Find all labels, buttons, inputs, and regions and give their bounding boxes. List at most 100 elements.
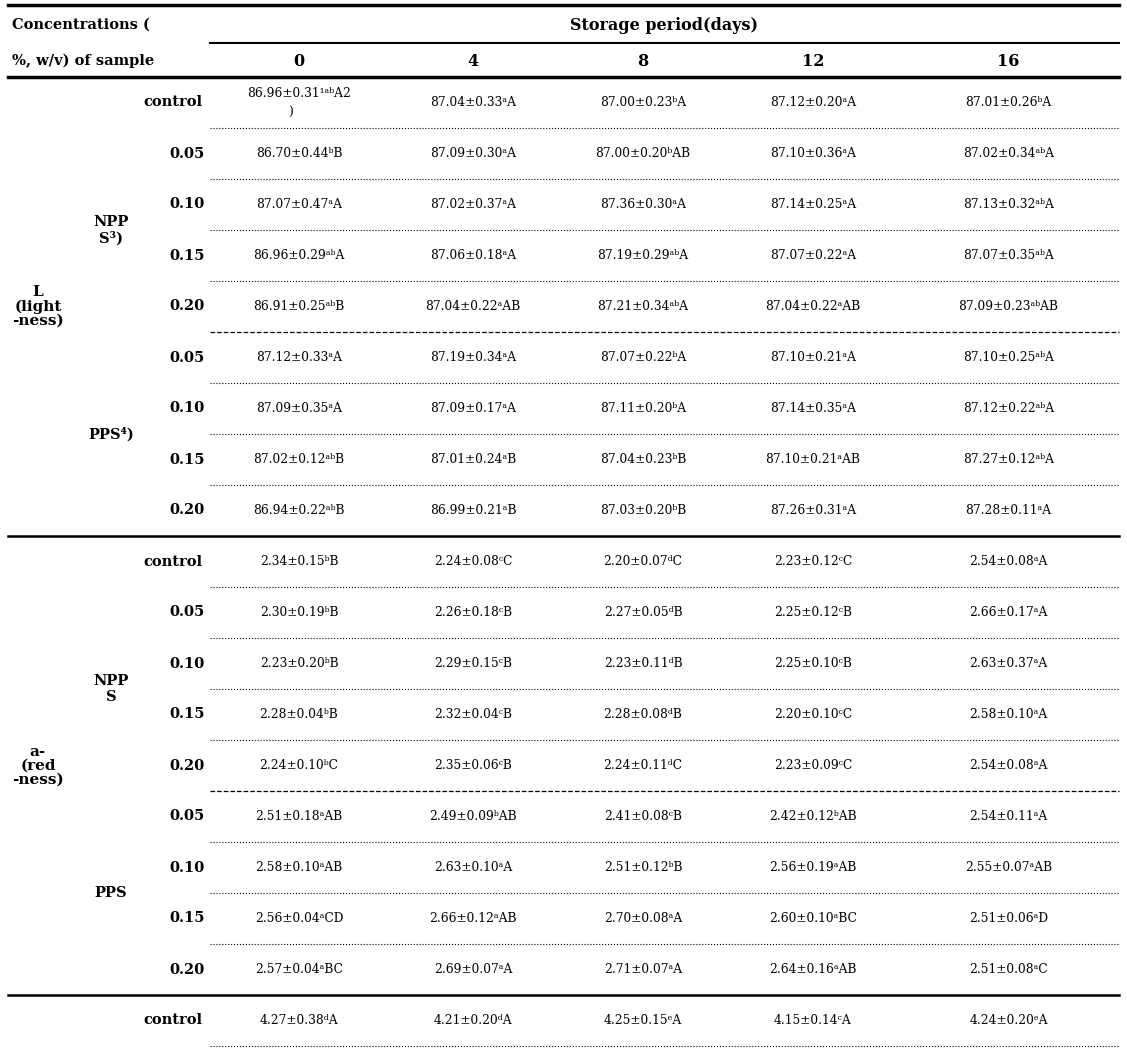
Text: ): ) bbox=[289, 106, 293, 119]
Text: 87.04±0.33ᵃA: 87.04±0.33ᵃA bbox=[431, 97, 516, 109]
Text: 86.94±0.22ᵃᵇB: 86.94±0.22ᵃᵇB bbox=[254, 504, 345, 517]
Text: 2.24±0.11ᵈC: 2.24±0.11ᵈC bbox=[603, 759, 683, 772]
Text: PPS⁴): PPS⁴) bbox=[88, 427, 134, 442]
Text: 2.56±0.19ᵃAB: 2.56±0.19ᵃAB bbox=[770, 861, 857, 874]
Text: 2.28±0.08ᵈB: 2.28±0.08ᵈB bbox=[604, 708, 683, 721]
Text: 0.15: 0.15 bbox=[169, 452, 205, 467]
Text: 4.21±0.20ᵈA: 4.21±0.20ᵈA bbox=[434, 1014, 513, 1027]
Text: 0.05: 0.05 bbox=[170, 350, 205, 364]
Text: 87.01±0.24ᵃB: 87.01±0.24ᵃB bbox=[429, 453, 516, 466]
Text: 87.09±0.23ᵃᵇAB: 87.09±0.23ᵃᵇAB bbox=[958, 300, 1058, 313]
Text: 87.10±0.36ᵃA: 87.10±0.36ᵃA bbox=[770, 147, 857, 160]
Text: 2.63±0.37ᵃA: 2.63±0.37ᵃA bbox=[969, 657, 1048, 670]
Text: 87.07±0.22ᵇA: 87.07±0.22ᵇA bbox=[600, 351, 686, 364]
Text: (light: (light bbox=[15, 299, 62, 314]
Text: 2.42±0.12ᵇAB: 2.42±0.12ᵇAB bbox=[770, 810, 857, 823]
Text: 2.20±0.10ᶜC: 2.20±0.10ᶜC bbox=[774, 708, 852, 721]
Text: 87.10±0.21ᵃAB: 87.10±0.21ᵃAB bbox=[765, 453, 861, 466]
Text: (red: (red bbox=[20, 758, 55, 772]
Text: 87.02±0.12ᵃᵇB: 87.02±0.12ᵃᵇB bbox=[254, 453, 345, 466]
Text: 4.27±0.38ᵈA: 4.27±0.38ᵈA bbox=[259, 1014, 338, 1027]
Text: NPP: NPP bbox=[94, 215, 128, 229]
Text: 87.36±0.30ᵃA: 87.36±0.30ᵃA bbox=[600, 198, 686, 211]
Text: 2.28±0.04ᵇB: 2.28±0.04ᵇB bbox=[259, 708, 338, 721]
Text: 87.28±0.11ᵃA: 87.28±0.11ᵃA bbox=[966, 504, 1051, 517]
Text: 87.00±0.23ᵇA: 87.00±0.23ᵇA bbox=[600, 97, 686, 109]
Text: 2.60±0.10ᵃBC: 2.60±0.10ᵃBC bbox=[769, 912, 857, 925]
Text: 2.30±0.19ᵇB: 2.30±0.19ᵇB bbox=[259, 606, 338, 619]
Text: 0.20: 0.20 bbox=[170, 300, 205, 314]
Text: 0.05: 0.05 bbox=[170, 605, 205, 620]
Text: 2.54±0.08ᵃA: 2.54±0.08ᵃA bbox=[969, 759, 1048, 772]
Text: 2.51±0.08ᵃC: 2.51±0.08ᵃC bbox=[969, 963, 1048, 976]
Text: 2.57±0.04ᵃBC: 2.57±0.04ᵃBC bbox=[255, 963, 343, 976]
Text: 87.09±0.35ᵃA: 87.09±0.35ᵃA bbox=[256, 402, 341, 415]
Text: 4.15±0.14ᶜA: 4.15±0.14ᶜA bbox=[774, 1014, 852, 1027]
Text: 87.06±0.18ᵃA: 87.06±0.18ᵃA bbox=[429, 249, 516, 262]
Text: 2.24±0.10ᵇC: 2.24±0.10ᵇC bbox=[259, 759, 338, 772]
Text: 87.04±0.22ᵃAB: 87.04±0.22ᵃAB bbox=[765, 300, 861, 313]
Text: 0.10: 0.10 bbox=[170, 197, 205, 212]
Text: 2.32±0.04ᶜB: 2.32±0.04ᶜB bbox=[434, 708, 512, 721]
Text: 0.10: 0.10 bbox=[170, 657, 205, 670]
Text: 2.41±0.08ᶜB: 2.41±0.08ᶜB bbox=[604, 810, 682, 823]
Text: 87.27±0.12ᵃᵇA: 87.27±0.12ᵃᵇA bbox=[962, 453, 1054, 466]
Text: 87.09±0.17ᵃA: 87.09±0.17ᵃA bbox=[431, 402, 516, 415]
Text: 87.14±0.25ᵃA: 87.14±0.25ᵃA bbox=[770, 198, 857, 211]
Text: 87.00±0.20ᵇAB: 87.00±0.20ᵇAB bbox=[595, 147, 691, 160]
Text: 2.20±0.07ᵈC: 2.20±0.07ᵈC bbox=[604, 555, 683, 568]
Text: 0: 0 bbox=[293, 52, 304, 69]
Text: control: control bbox=[143, 1013, 202, 1028]
Text: 87.21±0.34ᵃᵇA: 87.21±0.34ᵃᵇA bbox=[597, 300, 689, 313]
Text: 87.07±0.35ᵃᵇA: 87.07±0.35ᵃᵇA bbox=[964, 249, 1054, 262]
Text: PPS: PPS bbox=[95, 886, 127, 900]
Text: 2.35±0.06ᶜB: 2.35±0.06ᶜB bbox=[434, 759, 512, 772]
Text: 2.70±0.08ᵃA: 2.70±0.08ᵃA bbox=[604, 912, 682, 925]
Text: 87.07±0.22ᵃA: 87.07±0.22ᵃA bbox=[770, 249, 857, 262]
Text: 4.25±0.15ᵉA: 4.25±0.15ᵉA bbox=[604, 1014, 682, 1027]
Text: 87.09±0.30ᵃA: 87.09±0.30ᵃA bbox=[431, 147, 516, 160]
Text: 87.03±0.20ᵇB: 87.03±0.20ᵇB bbox=[600, 504, 686, 517]
Text: 0.10: 0.10 bbox=[170, 860, 205, 875]
Text: NPP: NPP bbox=[94, 675, 128, 688]
Text: 87.07±0.47ᵃA: 87.07±0.47ᵃA bbox=[256, 198, 341, 211]
Text: 2.56±0.04ᵃCD: 2.56±0.04ᵃCD bbox=[255, 912, 344, 925]
Text: 87.04±0.22ᵃAB: 87.04±0.22ᵃAB bbox=[425, 300, 521, 313]
Text: L: L bbox=[33, 285, 43, 300]
Text: 87.26±0.31ᵃA: 87.26±0.31ᵃA bbox=[770, 504, 857, 517]
Text: 2.64±0.16ᵃAB: 2.64±0.16ᵃAB bbox=[770, 963, 857, 976]
Text: 2.51±0.06ᵃD: 2.51±0.06ᵃD bbox=[969, 912, 1048, 925]
Text: 0.10: 0.10 bbox=[170, 402, 205, 415]
Text: 2.23±0.20ᵇB: 2.23±0.20ᵇB bbox=[259, 657, 338, 670]
Text: -ness): -ness) bbox=[12, 314, 64, 327]
Text: 87.12±0.33ᵃA: 87.12±0.33ᵃA bbox=[256, 351, 341, 364]
Text: 2.25±0.12ᶜB: 2.25±0.12ᶜB bbox=[774, 606, 852, 619]
Text: 87.10±0.21ᵃA: 87.10±0.21ᵃA bbox=[770, 351, 857, 364]
Text: 87.12±0.20ᵃA: 87.12±0.20ᵃA bbox=[770, 97, 857, 109]
Text: 86.96±0.29ᵃᵇA: 86.96±0.29ᵃᵇA bbox=[254, 249, 345, 262]
Text: 2.23±0.12ᶜC: 2.23±0.12ᶜC bbox=[774, 555, 852, 568]
Text: a-: a- bbox=[30, 745, 46, 758]
Text: 87.13±0.32ᵃᵇA: 87.13±0.32ᵃᵇA bbox=[964, 198, 1054, 211]
Text: 87.04±0.23ᵇB: 87.04±0.23ᵇB bbox=[600, 453, 686, 466]
Text: 2.29±0.15ᶜB: 2.29±0.15ᶜB bbox=[434, 657, 512, 670]
Text: 0.15: 0.15 bbox=[169, 249, 205, 262]
Text: 87.11±0.20ᵇA: 87.11±0.20ᵇA bbox=[600, 402, 686, 415]
Text: 2.34±0.15ᵇB: 2.34±0.15ᵇB bbox=[259, 555, 338, 568]
Text: 2.23±0.09ᶜC: 2.23±0.09ᶜC bbox=[774, 759, 852, 772]
Text: 2.58±0.10ᵃA: 2.58±0.10ᵃA bbox=[969, 708, 1048, 721]
Text: 0.20: 0.20 bbox=[170, 758, 205, 772]
Text: 2.71±0.07ᵃA: 2.71±0.07ᵃA bbox=[604, 963, 682, 976]
Text: 2.54±0.11ᵃA: 2.54±0.11ᵃA bbox=[969, 810, 1048, 823]
Text: 12: 12 bbox=[801, 52, 824, 69]
Text: 16: 16 bbox=[997, 52, 1020, 69]
Text: -ness): -ness) bbox=[12, 772, 64, 787]
Text: 2.54±0.08ᵃA: 2.54±0.08ᵃA bbox=[969, 555, 1048, 568]
Text: 0.20: 0.20 bbox=[170, 963, 205, 977]
Text: 2.51±0.18ᵃAB: 2.51±0.18ᵃAB bbox=[256, 810, 343, 823]
Text: 0.20: 0.20 bbox=[170, 504, 205, 517]
Text: 0.05: 0.05 bbox=[170, 147, 205, 160]
Text: 2.24±0.08ᶜC: 2.24±0.08ᶜC bbox=[434, 555, 512, 568]
Text: 86.99±0.21ᵃB: 86.99±0.21ᵃB bbox=[429, 504, 516, 517]
Text: 2.51±0.12ᵇB: 2.51±0.12ᵇB bbox=[604, 861, 682, 874]
